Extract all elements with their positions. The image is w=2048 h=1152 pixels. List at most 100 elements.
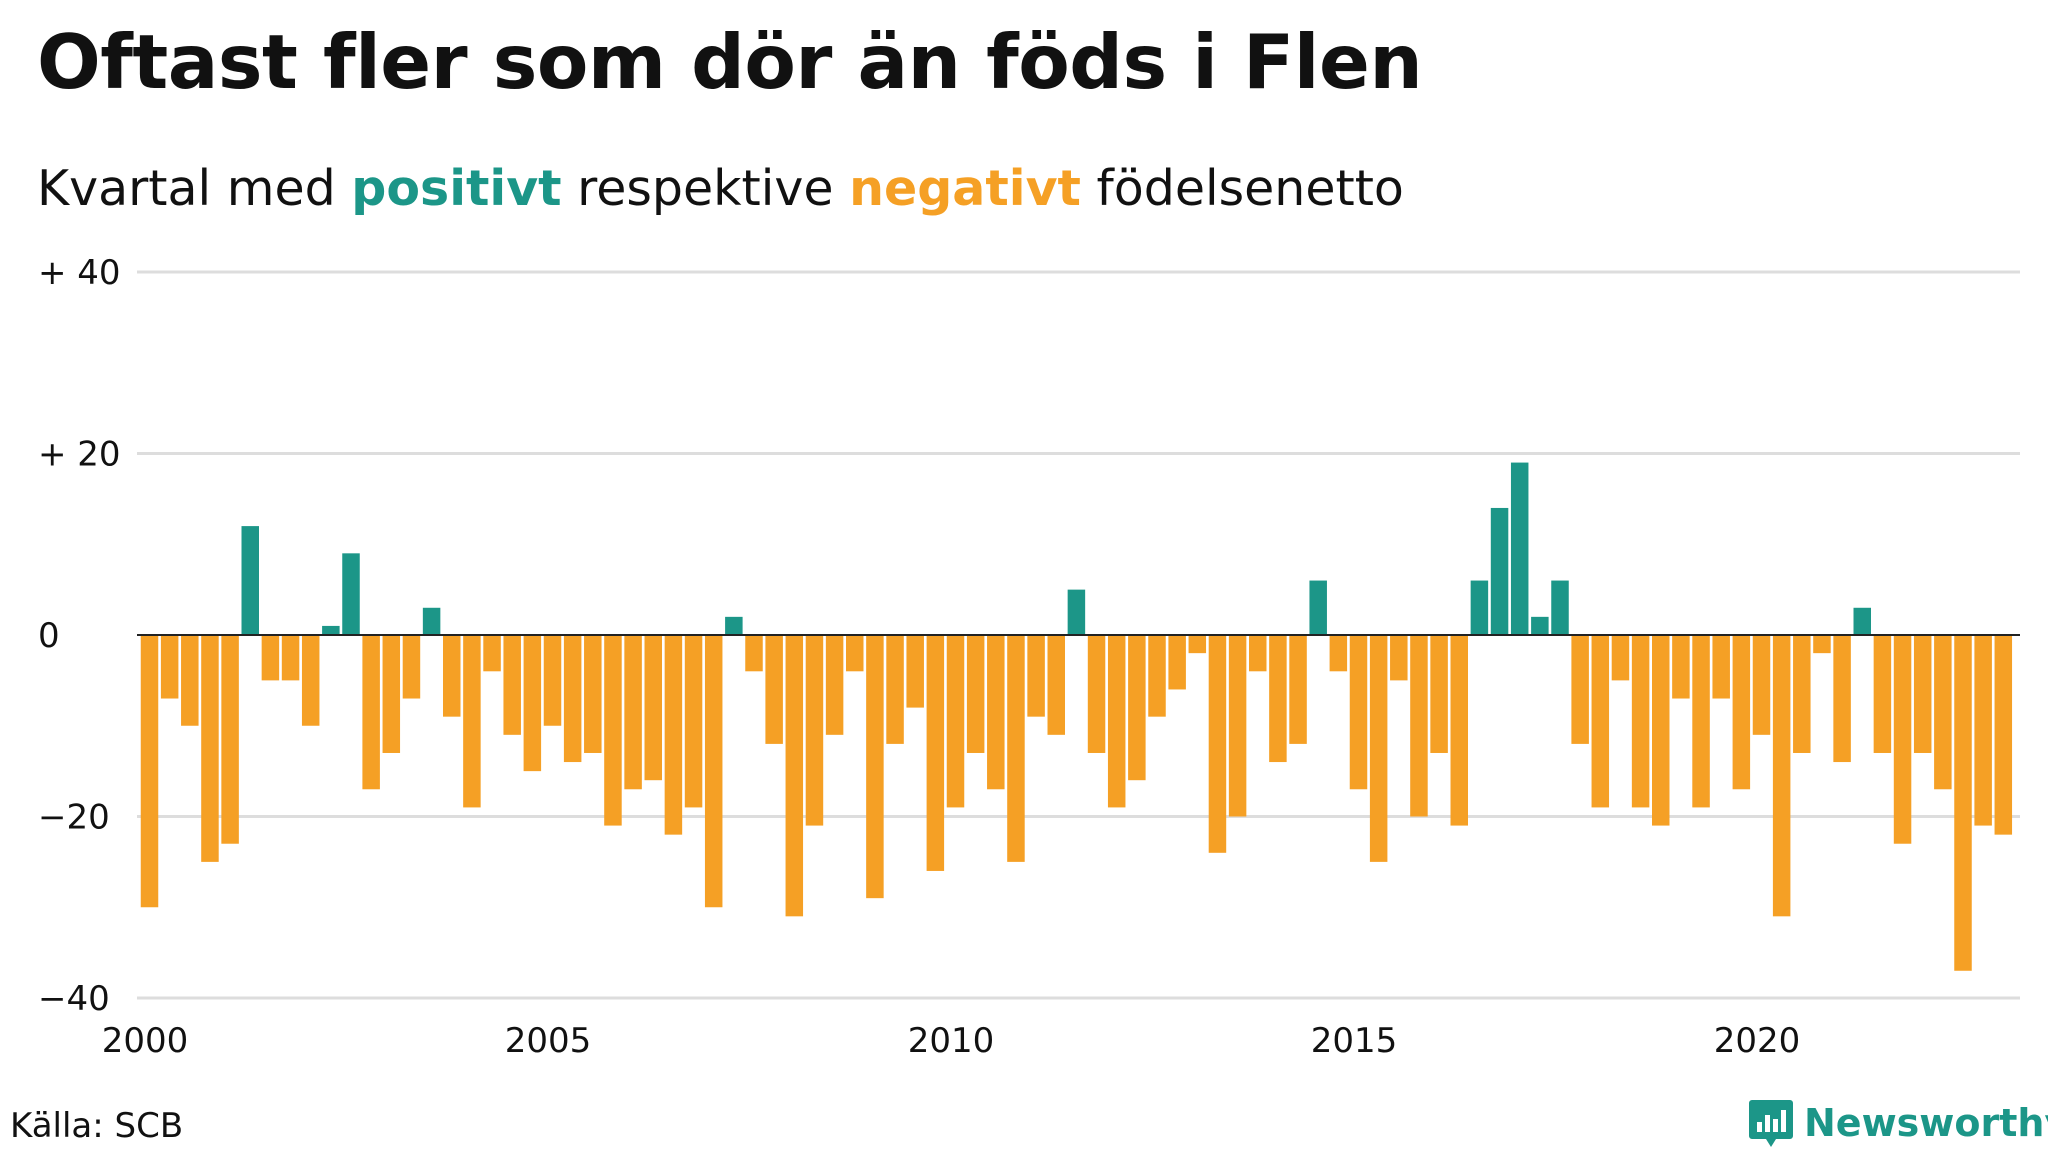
bar-negative — [1208, 635, 1227, 853]
bar-positive — [1853, 607, 1871, 635]
bar-negative — [563, 635, 582, 763]
bar-negative — [886, 635, 904, 744]
bar-negative — [1410, 635, 1428, 817]
subtitle-positive-label: positivt — [351, 160, 562, 217]
bar-negative — [1974, 635, 1992, 826]
bar-positive — [1510, 462, 1529, 635]
bar-negative — [503, 635, 521, 735]
bar-negative — [1631, 635, 1650, 808]
bar-negative — [825, 635, 844, 735]
bar-negative — [906, 635, 924, 708]
bars — [140, 462, 2013, 971]
y-axis-labels: + 40 + 20 0 −20 −40 — [38, 253, 121, 1019]
bar-negative — [1893, 635, 1912, 844]
bar-positive — [322, 625, 340, 635]
bar-negative — [745, 635, 763, 672]
bar-negative — [1269, 635, 1287, 763]
bar-chart: + 40 + 20 0 −20 −40 2000 2005 2010 2015 2020 — [38, 253, 2020, 1061]
bar-negative — [463, 635, 481, 808]
grid-lines — [137, 270, 2020, 1000]
bar-negative — [1591, 635, 1610, 808]
bar-negative — [1692, 635, 1710, 808]
bar-negative — [362, 635, 380, 790]
bar-negative — [1007, 635, 1025, 862]
bar-negative — [1289, 635, 1307, 744]
y-tick-label: −40 — [38, 979, 110, 1019]
subtitle-text-2: respektive — [561, 160, 850, 217]
subtitle-text-3: födelsenetto — [1080, 160, 1404, 217]
bar-negative — [543, 635, 562, 726]
bar-negative — [1934, 635, 1952, 790]
bar-negative — [584, 635, 602, 753]
bar-negative — [1913, 635, 1932, 753]
source-note: Källa: SCB — [10, 1106, 184, 1146]
bar-negative — [281, 635, 300, 681]
bar-negative — [1027, 635, 1045, 717]
bar-positive — [1309, 580, 1327, 635]
subtitle-text-1: Kvartal med — [37, 160, 352, 217]
bar-negative — [1793, 635, 1811, 753]
newsworthy-logo-icon — [1749, 1100, 1793, 1147]
bar-negative — [1813, 635, 1831, 654]
bar-negative — [523, 635, 542, 772]
bar-positive — [1551, 580, 1569, 635]
bar-negative — [765, 635, 783, 744]
bar-positive — [1490, 507, 1509, 635]
y-tick-label: + 40 — [38, 253, 121, 293]
bar-negative — [261, 635, 280, 681]
bar-positive — [241, 526, 259, 635]
bar-negative — [966, 635, 985, 753]
bar-negative — [624, 635, 642, 790]
bar-negative — [382, 635, 401, 753]
bar-negative — [1168, 635, 1186, 690]
bar-negative — [1349, 635, 1368, 790]
bar-negative — [866, 635, 884, 899]
bar-negative — [301, 635, 320, 726]
bar-negative — [1873, 635, 1892, 753]
bar-negative — [1772, 635, 1791, 917]
bar-positive — [422, 607, 441, 635]
y-tick-label: −20 — [38, 798, 110, 838]
y-tick-label: 0 — [38, 616, 60, 656]
bar-negative — [201, 635, 219, 862]
bar-negative — [1228, 635, 1247, 817]
bar-negative — [1107, 635, 1126, 808]
bar-negative — [1087, 635, 1106, 753]
newsworthy-logo: Newsworthy — [1748, 1098, 2048, 1148]
x-tick-label: 2005 — [505, 1021, 592, 1061]
bar-negative — [1732, 635, 1751, 790]
bar-negative — [1369, 635, 1388, 862]
bar-negative — [1047, 635, 1065, 735]
bar-negative — [926, 635, 945, 871]
bar-negative — [704, 635, 723, 908]
bar-negative — [1994, 635, 2013, 835]
bar-negative — [1611, 635, 1630, 681]
bar-negative — [181, 635, 199, 726]
bar-negative — [1188, 635, 1207, 654]
bar-negative — [785, 635, 804, 917]
bar-negative — [160, 635, 179, 699]
bar-negative — [805, 635, 824, 826]
bar-negative — [221, 635, 239, 844]
bar-negative — [664, 635, 683, 835]
bar-negative — [946, 635, 965, 808]
x-tick-label: 2000 — [102, 1021, 189, 1061]
y-tick-label: + 20 — [38, 435, 121, 475]
bar-negative — [1249, 635, 1267, 672]
bar-negative — [1833, 635, 1851, 763]
chart-subtitle: Kvartal med positivt respektive negativt… — [37, 160, 1404, 217]
newsworthy-brand-text: Newsworthy — [1804, 1101, 2048, 1145]
bar-negative — [443, 635, 461, 717]
bar-negative — [846, 635, 864, 672]
bar-positive — [725, 616, 743, 635]
bar-negative — [1954, 635, 1972, 971]
bar-negative — [1390, 635, 1408, 681]
bar-negative — [140, 635, 159, 908]
x-tick-label: 2015 — [1311, 1021, 1398, 1061]
subtitle-negative-label: negativt — [849, 160, 1081, 217]
bar-positive — [1067, 589, 1086, 636]
bar-negative — [1672, 635, 1690, 699]
bar-positive — [342, 553, 360, 635]
bar-negative — [1752, 635, 1771, 735]
x-tick-label: 2010 — [908, 1021, 995, 1061]
